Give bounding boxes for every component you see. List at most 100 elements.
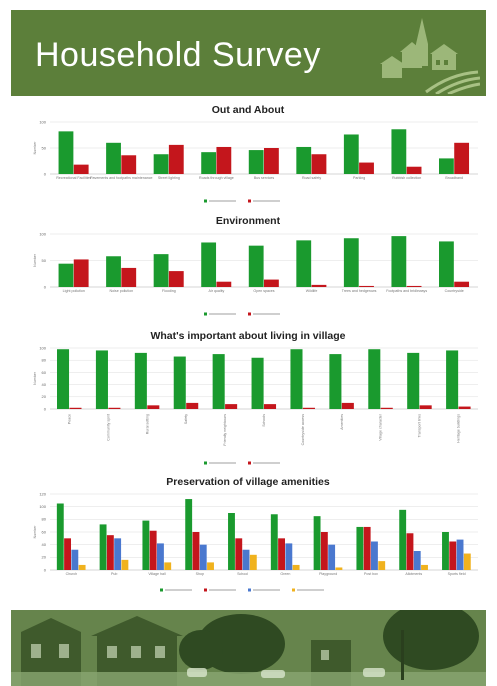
y-tick-label: 60 [42, 529, 47, 534]
x-category-label: Street lighting [158, 176, 180, 180]
x-category-label: Rural setting [145, 414, 149, 434]
x-category-label: Footpaths and bridleways [386, 289, 427, 293]
x-category-label: Allotments [405, 572, 422, 576]
bar-red [69, 407, 82, 409]
x-category-label: Parking [353, 176, 365, 180]
bar-red [225, 404, 238, 409]
bar-green [134, 352, 147, 409]
bar-blue [285, 543, 293, 570]
bar-blue [456, 539, 464, 570]
bar-red [359, 285, 374, 287]
bar-red [320, 532, 328, 570]
y-axis-label: Number [33, 253, 37, 267]
bar-green [270, 514, 278, 570]
bar-green [99, 524, 107, 570]
bar-green [142, 520, 150, 570]
x-category-label: Pavements and footpaths maintenance [90, 176, 152, 180]
bar-green [228, 513, 235, 570]
bar-green [173, 356, 186, 409]
bar-red [341, 402, 354, 409]
bar-yellow [78, 564, 86, 570]
legend-swatch [204, 199, 207, 203]
x-category-label: Light pollution [63, 289, 85, 293]
x-category-label: Friendly neighbours [223, 414, 227, 446]
legend-swatch [248, 461, 251, 465]
x-category-label: Church [66, 572, 78, 576]
bar-green [153, 154, 169, 174]
bar-green [439, 241, 454, 287]
bar-green [248, 150, 264, 174]
bar-red [108, 407, 121, 409]
bar-blue [328, 544, 336, 570]
x-category-label: Air quality [209, 289, 225, 293]
chart-title: Environment [216, 215, 281, 227]
bar-red [419, 405, 432, 409]
legend-swatch [204, 461, 207, 465]
bar-yellow [378, 561, 386, 570]
y-tick-label: 100 [39, 504, 46, 509]
bar-green [313, 516, 321, 570]
bar-red [380, 407, 393, 409]
legend-swatch [248, 312, 251, 316]
y-tick-label: 80 [42, 517, 47, 522]
legend-swatch [204, 588, 207, 592]
y-axis-label: Number [33, 525, 37, 539]
chart-4: Preservation of village amenities 0 20 40 60… [33, 476, 478, 592]
bar-green [56, 503, 64, 570]
x-category-label: Trees and hedgerows [342, 289, 377, 293]
y-tick-label: 0 [44, 567, 47, 572]
bar-green [368, 349, 381, 409]
y-axis-label: Number [33, 141, 37, 155]
bar-red [302, 407, 315, 409]
bar-blue [71, 549, 79, 570]
bar-red [121, 155, 137, 174]
bar-red [311, 154, 327, 174]
bar-green [58, 131, 74, 174]
y-tick-label: 60 [42, 370, 47, 375]
y-tick-label: 20 [42, 555, 47, 560]
bar-green [343, 238, 359, 287]
x-category-label: Green [280, 572, 290, 576]
bar-green [329, 354, 342, 409]
x-category-label: Road safety [302, 176, 321, 180]
bar-red [64, 538, 71, 570]
bar-green [343, 134, 359, 174]
x-category-label: Amenities [340, 414, 344, 430]
bar-blue [371, 541, 378, 570]
legend-swatch [248, 588, 251, 592]
bar-red [264, 404, 277, 409]
y-tick-label: 50 [42, 258, 47, 263]
x-category-label: Transport links [418, 414, 422, 438]
x-category-label: Noise pollution [110, 289, 134, 293]
x-category-label: Countryside access [301, 414, 305, 446]
bar-green [201, 242, 217, 287]
x-category-label: Recreational Facilities [56, 176, 91, 180]
x-category-label: Shop [196, 572, 204, 576]
x-category-label: Community spirit [106, 414, 110, 441]
bar-yellow [207, 562, 214, 570]
bar-green [296, 240, 312, 287]
bar-red [454, 281, 470, 287]
chart-3: What's important about living in village… [33, 330, 478, 465]
y-tick-label: 100 [39, 345, 46, 350]
bar-red [73, 259, 89, 287]
bar-red [278, 538, 285, 570]
bar-red [121, 267, 137, 287]
bar-green [106, 256, 121, 287]
x-category-label: Post box [364, 572, 378, 576]
x-category-label: Heritage buildings [457, 414, 461, 443]
x-category-label: School [237, 572, 248, 576]
bar-green [185, 499, 193, 570]
bar-blue [199, 544, 207, 570]
x-category-label: Flooding [162, 289, 176, 293]
bar-green [106, 142, 121, 174]
bar-red [168, 271, 184, 287]
bar-yellow [164, 562, 172, 570]
bar-green [442, 532, 449, 570]
y-tick-label: 0 [44, 406, 47, 411]
village-street-photo [11, 610, 486, 686]
bar-red [106, 535, 114, 570]
bar-blue [157, 543, 164, 570]
y-tick-label: 120 [39, 491, 46, 496]
bar-red [168, 144, 184, 174]
